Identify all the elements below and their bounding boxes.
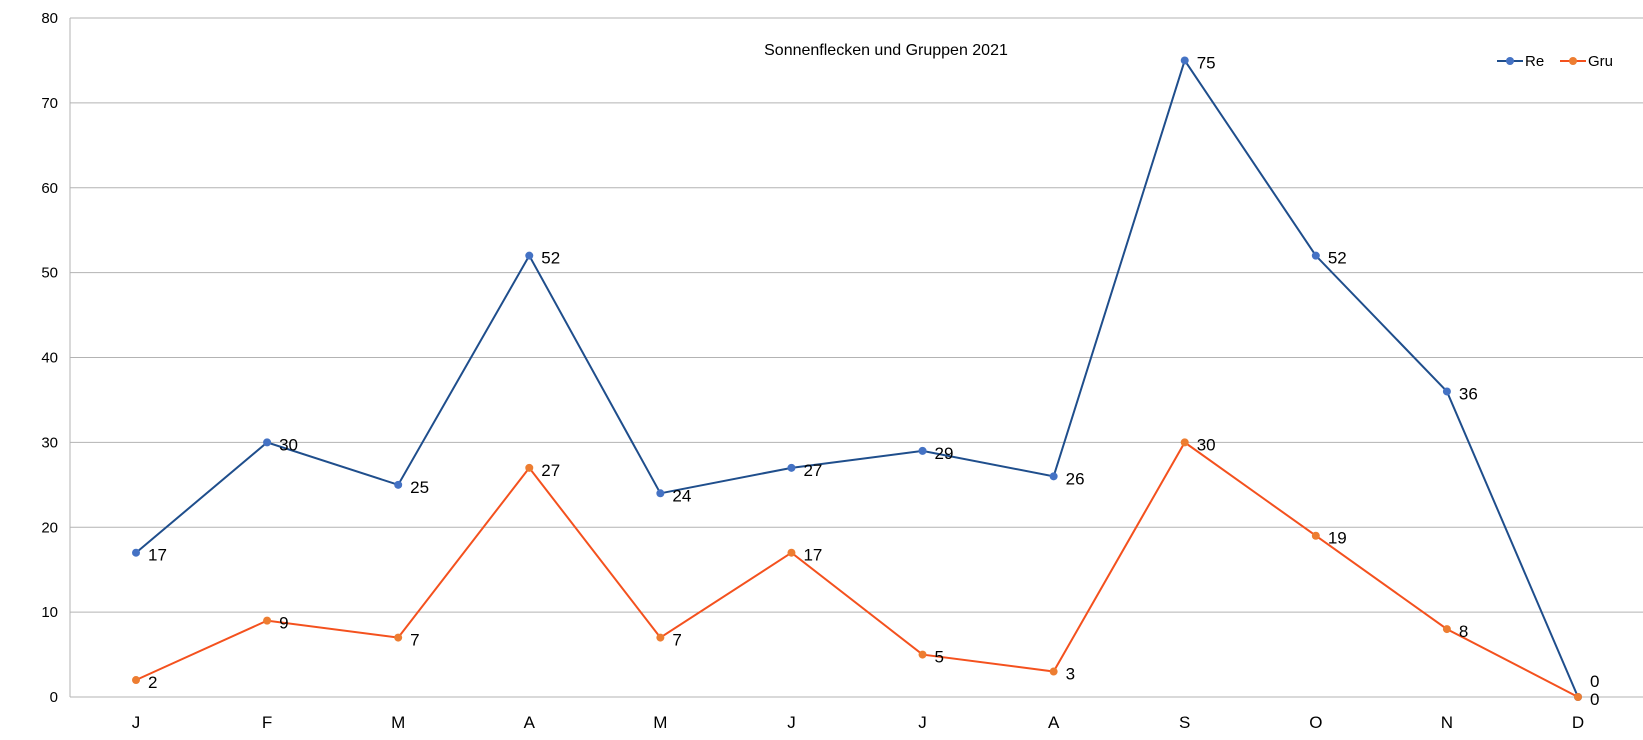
data-point [918, 650, 927, 659]
data-label: 0 [1590, 672, 1599, 691]
data-point [394, 480, 403, 489]
data-point [656, 489, 665, 498]
x-tick-label: N [1441, 713, 1453, 732]
data-point [525, 463, 534, 472]
data-label: 5 [935, 648, 944, 667]
legend-marker [1506, 57, 1514, 65]
data-point [525, 251, 534, 260]
data-label: 30 [279, 435, 298, 454]
data-label: 2 [148, 673, 157, 692]
data-label: 7 [672, 631, 681, 650]
data-point [263, 616, 272, 625]
data-label: 29 [935, 444, 954, 463]
data-label: 8 [1459, 622, 1468, 641]
x-tick-label: M [391, 713, 405, 732]
legend-label: Gru [1588, 53, 1613, 70]
y-tick-label: 70 [41, 95, 58, 112]
data-point [1311, 531, 1320, 540]
data-point [1049, 667, 1058, 676]
data-point [1180, 438, 1189, 447]
series-line [135, 440, 1579, 698]
data-label: 52 [1328, 249, 1347, 268]
data-label: 30 [1197, 435, 1216, 454]
data-label: 19 [1328, 529, 1347, 548]
y-axis-ticks: 0 10 20 30 40 50 60 70 80 [41, 10, 58, 706]
y-tick-label: 20 [41, 519, 58, 536]
x-tick-label: S [1179, 713, 1190, 732]
y-tick-label: 30 [41, 434, 58, 451]
grid-lines [70, 17, 1643, 698]
x-tick-label: A [1048, 713, 1060, 732]
data-point [1311, 251, 1320, 260]
data-label: 9 [279, 614, 288, 633]
data-label: 27 [541, 461, 560, 480]
data-point [787, 463, 796, 472]
data-label: 17 [148, 546, 167, 565]
x-tick-label: J [918, 713, 927, 732]
data-label: 25 [410, 478, 429, 497]
data-point [263, 438, 272, 447]
x-tick-label: M [653, 713, 667, 732]
series-line [135, 58, 1579, 698]
x-tick-label: O [1309, 713, 1322, 732]
legend-marker [1569, 57, 1577, 65]
data-point [787, 548, 796, 557]
data-point [1442, 387, 1451, 396]
y-tick-label: 0 [50, 689, 58, 706]
data-label: 17 [803, 546, 822, 565]
x-tick-label: D [1572, 713, 1584, 732]
x-tick-label: J [132, 713, 141, 732]
data-point [394, 633, 403, 642]
data-point [918, 446, 927, 455]
data-label: 27 [803, 461, 822, 480]
data-label: 3 [1066, 665, 1075, 684]
data-label: 75 [1197, 53, 1216, 72]
legend-item-gru: Gru [1560, 53, 1613, 70]
x-tick-label: F [262, 713, 272, 732]
data-point [1180, 56, 1189, 65]
y-tick-label: 80 [41, 10, 58, 27]
data-point [1574, 693, 1582, 701]
x-tick-label: A [524, 713, 536, 732]
y-tick-label: 60 [41, 180, 58, 197]
legend: Re Gru [1497, 53, 1613, 70]
y-tick-label: 40 [41, 350, 58, 367]
data-label: 52 [541, 249, 560, 268]
y-tick-label: 50 [41, 265, 58, 282]
data-point [132, 676, 140, 685]
x-tick-label: J [787, 713, 796, 732]
data-label: 7 [410, 631, 419, 650]
y-tick-label: 10 [41, 604, 58, 621]
data-point [132, 548, 140, 557]
data-label: 24 [672, 486, 691, 505]
legend-label: Re [1525, 53, 1544, 70]
data-point [656, 633, 665, 642]
legend-item-re: Re [1497, 53, 1544, 70]
data-label: 26 [1066, 469, 1085, 488]
chart-title: Sonnenflecken und Gruppen 2021 [764, 42, 1008, 59]
data-point [1442, 625, 1451, 634]
data-label: 36 [1459, 384, 1478, 403]
data-point [1049, 472, 1058, 481]
data-label: 0 [1590, 690, 1599, 709]
